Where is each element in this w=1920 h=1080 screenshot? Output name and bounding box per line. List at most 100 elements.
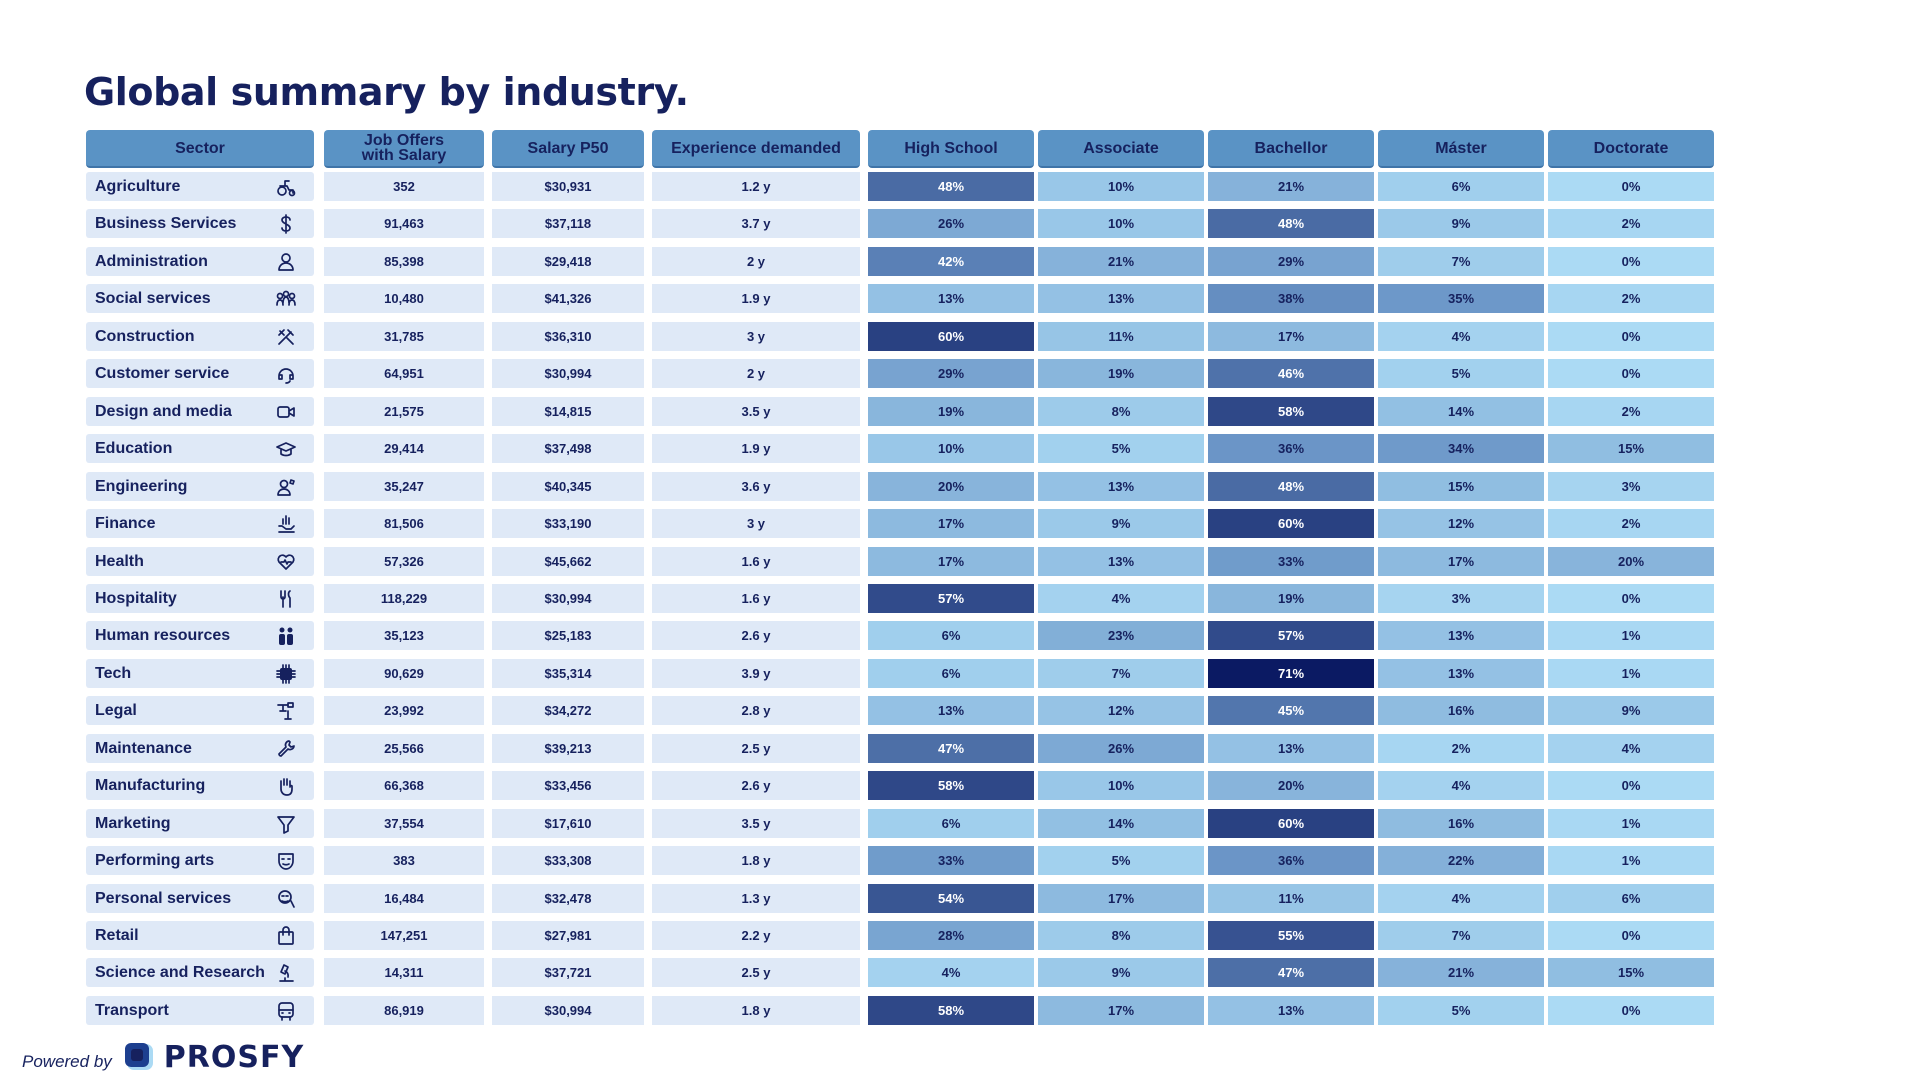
tractor-icon — [276, 177, 296, 197]
column-header: Experience demanded — [652, 130, 860, 168]
education-share-cell: 2% — [1548, 397, 1714, 426]
education-share-cell: 4% — [1378, 884, 1544, 913]
offers-cell: 29,414 — [324, 434, 484, 463]
experience-cell: 1.3 y — [652, 884, 860, 913]
sector-cell: Social services — [86, 284, 314, 313]
education-share-cell: 57% — [868, 584, 1034, 613]
offers-cell: 14,311 — [324, 958, 484, 987]
experience-cell: 2.6 y — [652, 621, 860, 650]
offers-cell: 10,480 — [324, 284, 484, 313]
experience-cell: 2 y — [652, 359, 860, 388]
education-share-cell: 1% — [1548, 659, 1714, 688]
education-share-cell: 12% — [1378, 509, 1544, 538]
education-share-cell: 6% — [868, 809, 1034, 838]
experience-cell: 1.6 y — [652, 547, 860, 576]
footer: Powered by PROSFY — [22, 1040, 304, 1075]
salary-cell: $37,118 — [492, 209, 644, 238]
sector-label: Construction — [95, 327, 195, 345]
experience-cell: 2.6 y — [652, 771, 860, 800]
sector-label: Engineering — [95, 477, 188, 495]
education-share-cell: 47% — [1208, 958, 1374, 987]
education-share-cell: 9% — [1038, 509, 1204, 538]
sector-cell: Manufacturing — [86, 771, 314, 800]
sector-cell: Administration — [86, 247, 314, 276]
sector-cell: Maintenance — [86, 734, 314, 763]
funnel-icon — [276, 814, 296, 834]
education-share-cell: 2% — [1548, 509, 1714, 538]
education-share-cell: 19% — [1038, 359, 1204, 388]
education-share-cell: 22% — [1378, 846, 1544, 875]
offers-cell: 91,463 — [324, 209, 484, 238]
column-header: Doctorate — [1548, 130, 1714, 168]
education-share-cell: 54% — [868, 884, 1034, 913]
education-share-cell: 17% — [1038, 996, 1204, 1025]
offers-cell: 21,575 — [324, 397, 484, 426]
experience-cell: 3.7 y — [652, 209, 860, 238]
offers-cell: 90,629 — [324, 659, 484, 688]
salary-cell: $39,213 — [492, 734, 644, 763]
sector-label: Maintenance — [95, 739, 192, 757]
sector-cell: Design and media — [86, 397, 314, 426]
education-share-cell: 1% — [1548, 621, 1714, 650]
education-share-cell: 11% — [1208, 884, 1374, 913]
education-share-cell: 17% — [1038, 884, 1204, 913]
salary-cell: $40,345 — [492, 472, 644, 501]
offers-cell: 64,951 — [324, 359, 484, 388]
education-share-cell: 71% — [1208, 659, 1374, 688]
education-share-cell: 20% — [868, 472, 1034, 501]
salary-cell: $41,326 — [492, 284, 644, 313]
headset-icon — [276, 364, 296, 384]
education-share-cell: 55% — [1208, 921, 1374, 950]
education-share-cell: 20% — [1208, 771, 1374, 800]
heart-pulse-icon — [276, 552, 296, 572]
education-share-cell: 0% — [1548, 359, 1714, 388]
sector-cell: Human resources — [86, 621, 314, 650]
education-share-cell: 21% — [1038, 247, 1204, 276]
education-share-cell: 47% — [868, 734, 1034, 763]
education-share-cell: 34% — [1378, 434, 1544, 463]
theater-mask-icon — [276, 851, 296, 871]
education-share-cell: 60% — [868, 322, 1034, 351]
sector-cell: Marketing — [86, 809, 314, 838]
education-share-cell: 2% — [1548, 209, 1714, 238]
education-share-cell: 48% — [868, 172, 1034, 201]
education-share-cell: 29% — [868, 359, 1034, 388]
offers-cell: 118,229 — [324, 584, 484, 613]
education-share-cell: 9% — [1038, 958, 1204, 987]
column-header: Sector — [86, 130, 314, 168]
salary-cell: $14,815 — [492, 397, 644, 426]
experience-cell: 2 y — [652, 247, 860, 276]
salary-cell: $17,610 — [492, 809, 644, 838]
education-share-cell: 1% — [1548, 809, 1714, 838]
sector-label: Agriculture — [95, 177, 181, 195]
education-share-cell: 17% — [1378, 547, 1544, 576]
education-share-cell: 5% — [1378, 996, 1544, 1025]
offers-cell: 37,554 — [324, 809, 484, 838]
shopping-bag-icon — [276, 926, 296, 946]
education-share-cell: 4% — [868, 958, 1034, 987]
education-share-cell: 2% — [1548, 284, 1714, 313]
education-share-cell: 13% — [1208, 734, 1374, 763]
offers-cell: 86,919 — [324, 996, 484, 1025]
education-share-cell: 10% — [1038, 209, 1204, 238]
education-share-cell: 13% — [1038, 547, 1204, 576]
salary-cell: $33,456 — [492, 771, 644, 800]
salary-cell: $27,981 — [492, 921, 644, 950]
education-share-cell: 38% — [1208, 284, 1374, 313]
sector-label: Legal — [95, 701, 137, 719]
education-share-cell: 11% — [1038, 322, 1204, 351]
experience-cell: 3.5 y — [652, 397, 860, 426]
sector-cell: Science and Research — [86, 958, 314, 987]
brand-name: PROSFY — [163, 1040, 305, 1075]
education-share-cell: 58% — [1208, 397, 1374, 426]
sector-cell: Agriculture — [86, 172, 314, 201]
offers-cell: 383 — [324, 846, 484, 875]
sector-cell: Business Services — [86, 209, 314, 238]
salary-cell: $36,310 — [492, 322, 644, 351]
education-share-cell: 33% — [1208, 547, 1374, 576]
education-share-cell: 13% — [868, 284, 1034, 313]
education-share-cell: 2% — [1378, 734, 1544, 763]
offers-cell: 81,506 — [324, 509, 484, 538]
education-share-cell: 16% — [1378, 696, 1544, 725]
sector-cell: Education — [86, 434, 314, 463]
